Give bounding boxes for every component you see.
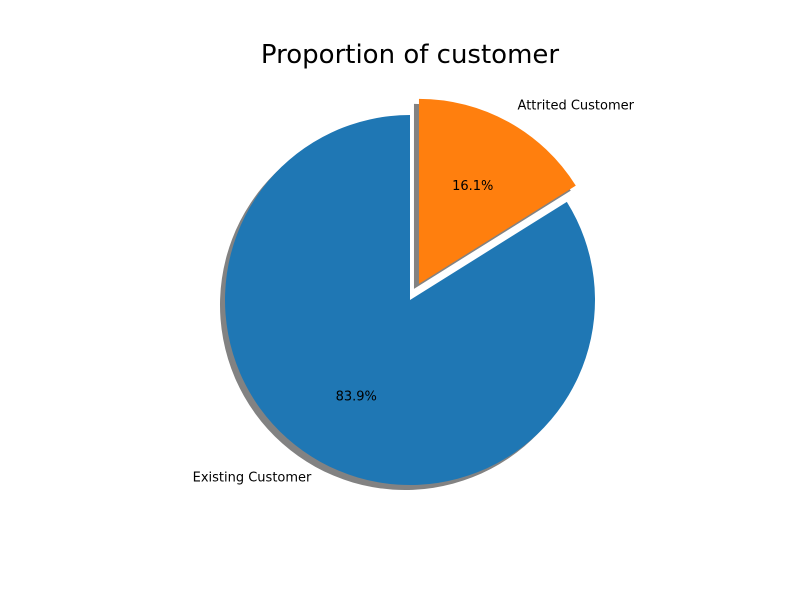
pct-label-attrited-customer: 16.1% [452,179,493,194]
chart-title: Proportion of customer [261,40,559,70]
slices [224,98,595,485]
pie-slice-existing-customer [224,115,595,485]
labels: Existing Customer 83.9% Attrited Customer 1… [193,98,635,485]
pct-label-existing-customer: 83.9% [336,390,377,405]
slice-label-existing-customer: Existing Customer [193,471,312,486]
pie-slice-attrited-customer [418,98,576,284]
slice-label-attrited-customer: Attrited Customer [518,98,635,113]
